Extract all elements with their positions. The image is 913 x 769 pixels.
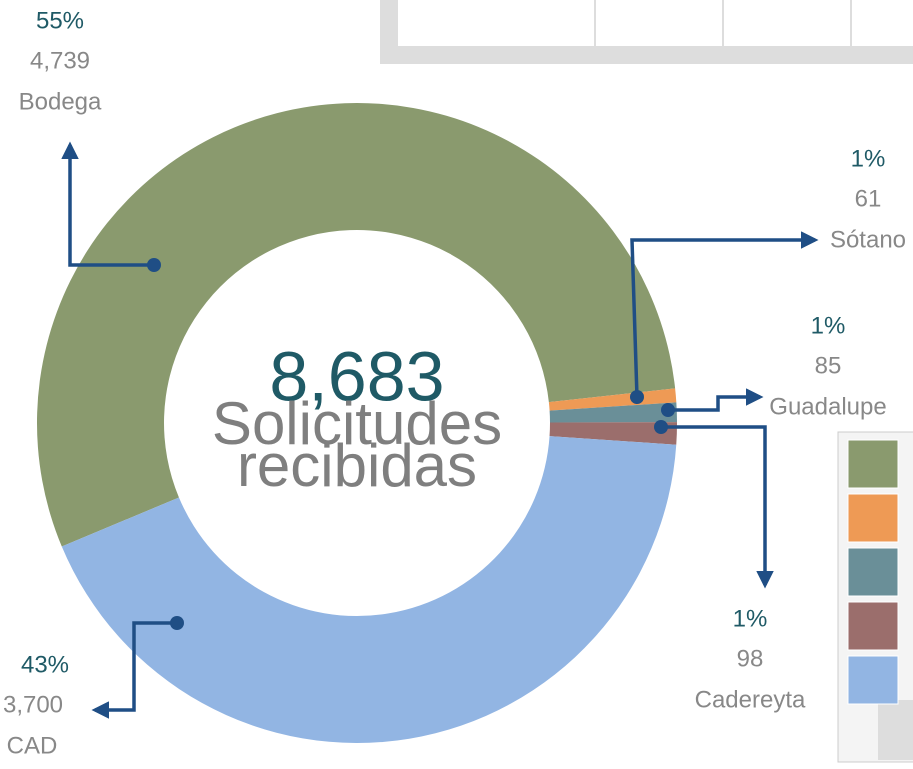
value-label: 85 [815,352,842,379]
value-label: 3,700 [3,691,63,718]
donut-slice [36,102,676,547]
category-label: Cadereyta [695,686,806,713]
center-text: recibidas [237,432,477,499]
value-label: 61 [855,185,882,212]
category-label: CAD [7,732,58,759]
leader-dot [147,258,161,272]
value-label: 98 [737,645,764,672]
donut-slice [549,422,677,445]
leader-dot [654,420,668,434]
center-text: Solicitudes [212,390,502,457]
category-label: Guadalupe [769,393,886,420]
category-label: Bodega [19,88,102,115]
value-label: 4,739 [30,47,90,74]
leader-line [61,141,154,267]
legend-swatch [847,601,899,651]
legend-swatch [847,547,899,597]
legend-swatch [847,439,899,489]
donut-slice [549,402,677,423]
center-value: 8,683 [269,337,444,415]
leader-dot [170,616,184,630]
legend-swatch [847,493,899,543]
percent-label: 43% [21,651,69,678]
percent-label: 1% [851,145,886,172]
leader-line [91,621,177,719]
legend-swatch [847,655,899,705]
donut-slice [61,436,677,744]
leader-line [661,425,774,589]
leader-line [630,231,819,398]
percent-label: 55% [36,7,84,34]
donut-slice [548,388,677,411]
leader-dot [661,403,675,417]
leader-line [668,388,764,412]
percent-label: 1% [733,605,768,632]
percent-label: 1% [811,312,846,339]
leader-dot [630,390,644,404]
category-label: Sótano [830,226,906,253]
